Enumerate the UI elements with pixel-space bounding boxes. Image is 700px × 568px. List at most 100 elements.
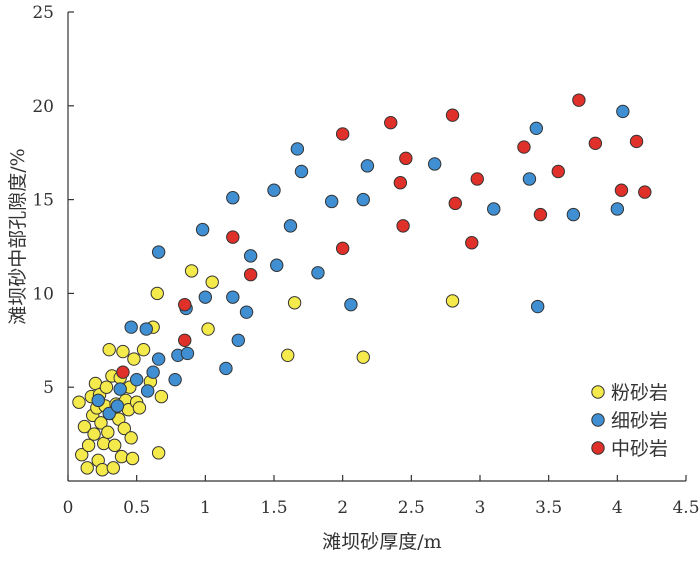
data-point-series-1	[205, 275, 219, 289]
data-point-series-2	[129, 372, 144, 387]
y-tick-label: 15	[32, 191, 54, 211]
x-axis-title: 滩坝砂厚度/m	[322, 531, 441, 553]
data-point-series-2	[530, 299, 545, 314]
tick-marks	[67, 11, 687, 481]
data-point-series-2	[180, 346, 195, 361]
data-point-series-1	[201, 322, 215, 336]
data-point-series-2	[290, 142, 305, 156]
data-point-series-3	[614, 183, 629, 197]
data-point-series-2	[529, 121, 544, 136]
data-point-series-1	[150, 286, 164, 301]
data-point-series-1	[132, 401, 147, 415]
data-point-series-3	[470, 172, 484, 186]
data-point-series-2	[231, 333, 245, 347]
data-point-series-3	[243, 267, 258, 282]
data-point-series-1	[124, 431, 138, 445]
data-point-series-3	[335, 127, 350, 141]
data-point-series-2	[102, 406, 116, 421]
data-point-series-2	[124, 320, 138, 334]
data-point-series-1	[77, 419, 92, 434]
data-point-series-2	[151, 245, 166, 259]
data-point-series-2	[151, 352, 166, 366]
data-point-series-3	[551, 164, 565, 179]
legend-marker	[591, 385, 605, 399]
x-tick-label: 1	[200, 498, 211, 518]
data-point-series-2	[283, 219, 298, 233]
data-point-series-2	[360, 159, 375, 173]
x-tick-label: 4	[612, 498, 623, 518]
data-point-series-2	[270, 258, 284, 272]
data-point-series-2	[139, 322, 153, 336]
data-point-series-3	[629, 134, 644, 149]
data-point-series-1	[287, 296, 302, 310]
data-point-series-2	[226, 290, 240, 304]
data-point-series-1	[99, 380, 114, 394]
data-point-series-2	[610, 202, 625, 216]
data-point-series-1	[116, 344, 130, 359]
data-point-series-2	[219, 361, 233, 376]
data-point-series-3	[335, 241, 350, 256]
y-tick-label: 10	[32, 284, 54, 304]
data-point-series-2	[356, 192, 370, 207]
data-point-series-1	[125, 451, 140, 466]
data-point-series-1	[445, 294, 460, 308]
data-point-series-1	[80, 461, 94, 475]
data-point-series-1	[127, 352, 141, 366]
data-point-series-3	[588, 136, 603, 151]
data-point-series-2	[427, 157, 442, 171]
data-point-series-3	[226, 230, 240, 244]
data-point-series-3	[178, 333, 192, 347]
x-tick-label: 2	[337, 498, 348, 518]
legend-label: 细砂岩	[611, 410, 668, 432]
data-point-series-2	[195, 222, 210, 237]
data-point-series-3	[517, 140, 531, 154]
y-tick-label: 25	[32, 3, 54, 23]
data-point-series-2	[198, 290, 213, 304]
data-point-series-1	[107, 438, 122, 453]
data-point-series-3	[572, 93, 586, 107]
data-point-series-1	[102, 342, 116, 357]
x-tick-label: 0.5	[123, 498, 150, 518]
data-point-series-2	[243, 249, 258, 263]
data-point-series-3	[533, 207, 548, 222]
data-point-series-1	[87, 427, 101, 441]
x-tick-label: 0	[63, 498, 74, 518]
data-point-series-1	[114, 449, 129, 464]
data-point-series-3	[465, 236, 479, 250]
data-point-series-2	[146, 365, 160, 379]
data-point-series-1	[184, 264, 199, 278]
axes	[67, 12, 686, 482]
data-point-series-1	[356, 350, 370, 364]
data-point-series-2	[344, 297, 358, 312]
data-point-series-3	[396, 219, 410, 233]
data-point-series-2	[267, 183, 281, 197]
data-point-series-1	[151, 446, 166, 460]
data-point-series-3	[638, 185, 652, 199]
data-point-series-2	[110, 399, 125, 413]
data-point-series-1	[72, 395, 86, 409]
y-axis-title: 滩坝砂中部孔隙度/%	[7, 148, 29, 324]
legend-label: 粉砂岩	[611, 382, 668, 404]
x-tick-label: 4.5	[672, 498, 699, 518]
data-point-series-1	[97, 436, 111, 451]
x-tick-label: 3.5	[535, 498, 562, 518]
data-point-series-3	[116, 365, 130, 379]
data-point-series-3	[445, 108, 460, 122]
data-point-series-1	[117, 421, 132, 436]
data-point-series-3	[178, 297, 192, 312]
data-point-series-1	[281, 348, 295, 363]
legend-marker	[591, 441, 605, 455]
data-point-series-2	[91, 393, 105, 408]
data-points	[72, 93, 652, 477]
legend-label: 中砂岩	[611, 438, 668, 460]
data-point-series-2	[324, 194, 339, 209]
legend-marker	[591, 413, 605, 427]
data-point-series-2	[140, 384, 155, 398]
data-point-series-1	[101, 425, 115, 439]
data-point-series-1	[136, 342, 151, 357]
data-point-series-3	[448, 196, 462, 211]
y-tick-label: 20	[32, 97, 54, 117]
